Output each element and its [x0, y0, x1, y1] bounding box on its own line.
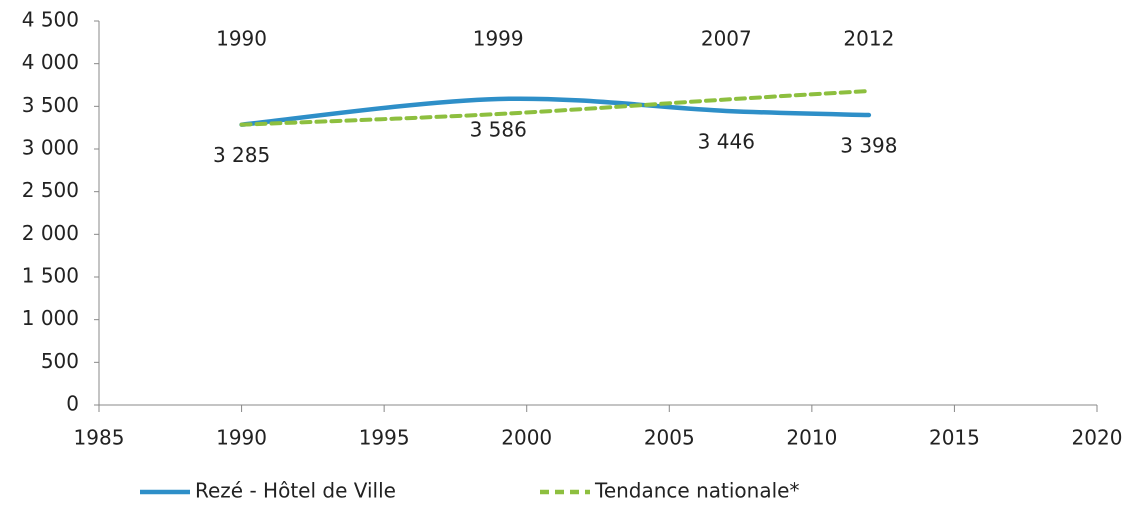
x-tick-label: 2010: [786, 426, 837, 450]
y-tick-label: 0: [66, 392, 79, 416]
y-tick-label: 2 500: [22, 178, 79, 202]
x-tick-label: 2005: [644, 426, 695, 450]
legend-label: Rezé - Hôtel de Ville: [195, 479, 396, 503]
value-label: 3 586: [470, 117, 527, 141]
year-annotation: 1990: [216, 27, 267, 51]
y-tick-label: 3 000: [22, 136, 79, 160]
line: [239, 88, 871, 127]
value-label: 3 446: [698, 129, 755, 153]
y-tick-label: 4 500: [22, 8, 79, 32]
line: [239, 96, 872, 127]
y-tick-label: 500: [41, 349, 79, 373]
y-tick-label: 1 500: [22, 264, 79, 288]
y-tick-label: 1 000: [22, 306, 79, 330]
value-label: 3 285: [213, 143, 270, 167]
value-label: 3 398: [840, 134, 897, 158]
y-tick-label: 4 000: [22, 50, 79, 74]
y-tick-label: 2 000: [22, 221, 79, 245]
x-tick-label: 2020: [1072, 426, 1123, 450]
year-annotation: 1999: [473, 27, 524, 51]
x-tick-label: 1995: [359, 426, 410, 450]
x-tick-label: 1990: [216, 426, 267, 450]
x-tick-label: 2015: [929, 426, 980, 450]
x-tick-label: 1985: [74, 426, 125, 450]
legend-label: Tendance nationale*: [594, 479, 799, 503]
year-annotation: 2012: [843, 27, 894, 51]
x-tick-label: 2000: [501, 426, 552, 450]
y-tick-label: 3 500: [22, 93, 79, 117]
year-annotation: 2007: [701, 27, 752, 51]
